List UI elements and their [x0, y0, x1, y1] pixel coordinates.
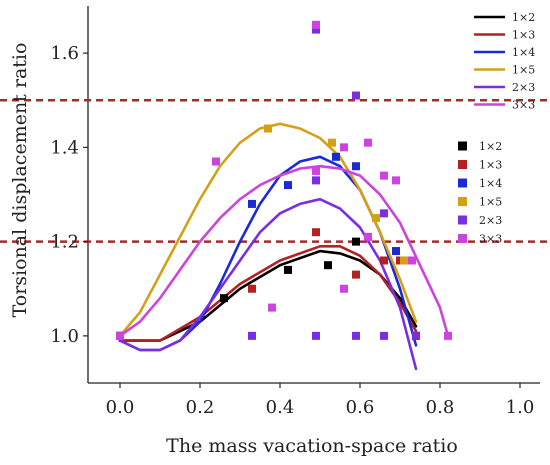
legend-point-swatch-3x3 — [458, 234, 467, 243]
point-1x2 — [284, 265, 292, 274]
legend-point-label-1x3: 1×3 — [479, 159, 502, 172]
point-2x3 — [352, 331, 360, 340]
legend-line-label-1x3: 1×3 — [512, 29, 535, 42]
x-axis-title: The mass vacation-space ratio — [166, 435, 458, 457]
point-3x3 — [380, 171, 388, 180]
point-1x5 — [264, 124, 272, 133]
point-2x3 — [352, 91, 360, 100]
point-3x3 — [364, 138, 372, 147]
point-3x3 — [444, 331, 452, 340]
point-2x3 — [248, 331, 256, 340]
legend-line-label-1x5: 1×5 — [512, 64, 535, 77]
point-1x5 — [372, 214, 380, 223]
legend-line-label-1x2: 1×2 — [512, 11, 535, 24]
fit-curve-2x3 — [118, 197, 418, 371]
point-1x2 — [324, 261, 332, 270]
point-1x5 — [328, 138, 336, 147]
data-points — [116, 20, 452, 340]
point-2x3 — [312, 176, 320, 185]
point-2x3 — [312, 25, 320, 34]
point-3x3 — [116, 331, 124, 340]
point-3x3 — [312, 166, 320, 175]
x-tick-label: 0.6 — [346, 397, 375, 418]
point-2x3 — [312, 331, 320, 340]
point-1x4 — [332, 152, 340, 161]
point-1x4 — [284, 181, 292, 190]
point-3x3 — [340, 284, 348, 293]
point-2x3 — [380, 331, 388, 340]
legend-point-swatch-1x4 — [458, 178, 467, 188]
legend-point-label-2x3: 2×3 — [479, 214, 502, 227]
legend-point-swatch-1x2 — [458, 141, 467, 151]
legend-point-swatch-2x3 — [458, 215, 467, 225]
legend-line-label-1x4: 1×4 — [512, 46, 535, 59]
legend-line-label-2x3: 2×3 — [512, 81, 535, 94]
legend-lines: 1×2 1×3 1×4 1×5 2×3 3×3 — [474, 11, 535, 112]
x-tick-label: 0.4 — [266, 397, 295, 418]
y-axis-title: Torsional displacement ratio — [9, 43, 31, 318]
legend-point-label-3x3: 3×3 — [479, 233, 502, 246]
x-tick-label: 0.2 — [186, 397, 215, 418]
point-3x3 — [312, 20, 320, 29]
fit-curve-1x3 — [118, 245, 418, 342]
point-1x4 — [392, 247, 400, 256]
legend-point-swatch-1x3 — [458, 160, 467, 169]
axis-ticks: 0.0 0.2 0.4 0.6 0.8 1.0 1.0 1.2 1.4 1.6 — [50, 43, 534, 418]
y-tick-label: 1.0 — [50, 326, 79, 347]
point-1x3 — [312, 228, 320, 237]
point-1x3 — [380, 256, 388, 265]
reference-lines — [0, 99, 550, 243]
point-2x3 — [380, 209, 388, 218]
point-1x2 — [352, 237, 360, 246]
y-tick-label: 1.2 — [50, 232, 79, 253]
legend-point-swatch-1x5 — [458, 197, 467, 206]
point-3x3 — [212, 157, 220, 166]
point-1x3 — [352, 270, 360, 279]
point-3x3 — [408, 256, 416, 265]
point-3x3 — [340, 143, 348, 152]
point-2x3 — [412, 331, 420, 340]
x-tick-label: 0.0 — [106, 397, 135, 418]
fit-curve-3x3 — [118, 164, 450, 338]
legend-point-label-1x5: 1×5 — [479, 196, 502, 209]
x-tick-label: 0.8 — [426, 397, 455, 418]
point-1x2 — [220, 294, 228, 303]
point-3x3 — [364, 232, 372, 241]
point-1x3 — [248, 284, 256, 293]
legend-points: 1×2 1×3 1×4 1×5 2×3 3×3 — [458, 140, 502, 246]
point-3x3 — [268, 303, 276, 312]
point-1x4 — [352, 162, 360, 171]
y-tick-label: 1.4 — [50, 137, 79, 158]
plot-frame — [87, 6, 540, 384]
x-tick-label: 1.0 — [506, 397, 535, 418]
fit-curves — [118, 122, 450, 371]
legend-line-label-3x3: 3×3 — [512, 99, 535, 112]
point-1x5 — [400, 256, 408, 265]
y-tick-label: 1.6 — [50, 43, 79, 64]
point-1x4 — [248, 199, 256, 208]
legend-point-label-1x2: 1×2 — [479, 140, 502, 153]
point-3x3 — [392, 176, 400, 185]
legend-point-label-1x4: 1×4 — [479, 177, 502, 190]
